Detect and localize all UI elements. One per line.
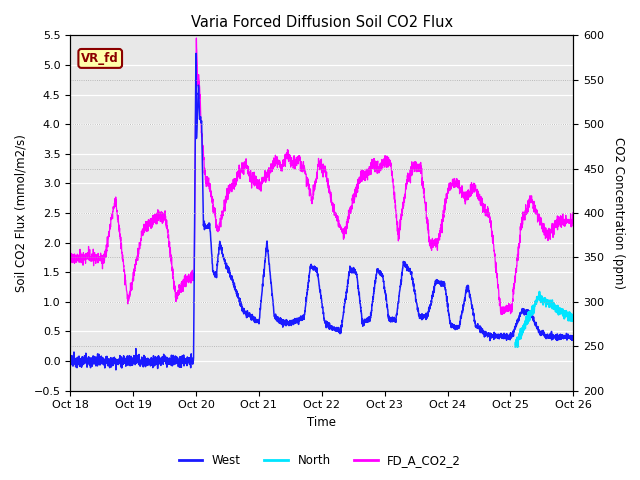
West <box>154 366 161 372</box>
Legend: West, North, FD_A_CO2_2: West, North, FD_A_CO2_2 <box>174 449 466 472</box>
FD_A_CO2_2 <box>570 222 577 228</box>
X-axis label: Time: Time <box>307 416 336 429</box>
West <box>112 367 120 373</box>
Line: West: West <box>70 53 573 370</box>
Y-axis label: Soil CO2 Flux (mmol/m2/s): Soil CO2 Flux (mmol/m2/s) <box>15 134 28 292</box>
FD_A_CO2_2 <box>124 292 131 298</box>
FD_A_CO2_2 <box>506 307 513 312</box>
FD_A_CO2_2 <box>154 217 161 223</box>
West <box>67 357 74 363</box>
Title: Varia Forced Diffusion Soil CO2 Flux: Varia Forced Diffusion Soil CO2 Flux <box>191 15 453 30</box>
North <box>570 318 577 324</box>
West <box>282 321 289 326</box>
FD_A_CO2_2 <box>193 35 200 41</box>
FD_A_CO2_2 <box>282 152 289 157</box>
Line: FD_A_CO2_2: FD_A_CO2_2 <box>70 38 573 314</box>
West <box>260 272 268 277</box>
Text: VR_fd: VR_fd <box>81 52 119 65</box>
FD_A_CO2_2 <box>560 217 568 223</box>
West <box>560 335 568 341</box>
West <box>124 353 132 359</box>
Y-axis label: CO2 Concentration (ppm): CO2 Concentration (ppm) <box>612 137 625 289</box>
FD_A_CO2_2 <box>67 257 74 263</box>
FD_A_CO2_2 <box>259 175 267 181</box>
FD_A_CO2_2 <box>497 312 505 317</box>
North <box>559 311 567 316</box>
West <box>570 336 577 341</box>
Line: North: North <box>515 292 573 347</box>
West <box>506 332 513 338</box>
West <box>192 50 200 56</box>
